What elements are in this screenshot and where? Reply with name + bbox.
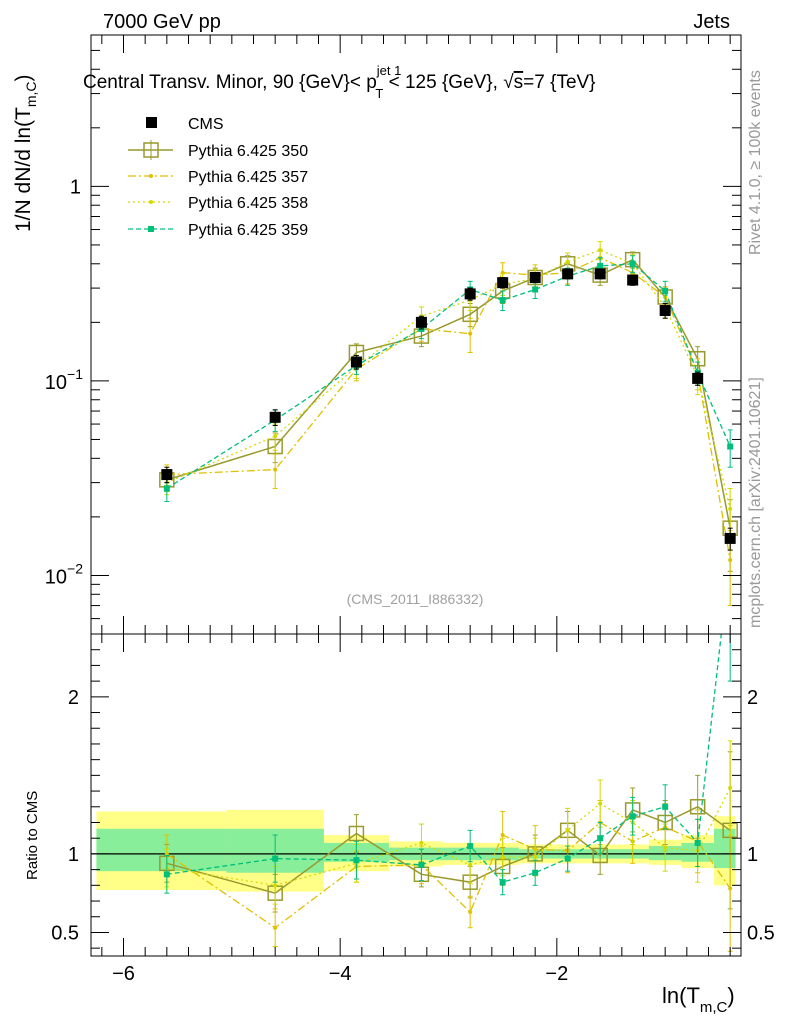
legend-358-label: Pythia 6.425 358 bbox=[188, 195, 308, 212]
main-point-cms bbox=[724, 532, 736, 544]
ratio-ytick-label-left: 1 bbox=[68, 844, 79, 866]
x-axis-label: ln(Tm,C) bbox=[662, 983, 735, 1016]
main-point-p359 bbox=[597, 262, 604, 269]
ratio-point-p359 bbox=[499, 879, 506, 886]
legend: CMS Pythia 6.425 350 Pythia 6.425 357 Py… bbox=[128, 116, 308, 239]
ratio-point-p357 bbox=[273, 925, 278, 930]
process-label: Jets bbox=[693, 11, 730, 33]
legend-350-marker bbox=[143, 142, 159, 158]
ratio-band-inner bbox=[96, 828, 227, 872]
ratio-point-p359 bbox=[532, 869, 539, 876]
main-point-p359 bbox=[499, 297, 506, 304]
ratio-point-p358 bbox=[273, 883, 278, 888]
main-point-cms bbox=[415, 316, 427, 328]
main-point-cms bbox=[529, 272, 541, 284]
main-point-cms bbox=[497, 277, 509, 289]
ratio-point-p358 bbox=[598, 801, 603, 806]
legend-357-label: Pythia 6.425 357 bbox=[188, 169, 308, 186]
ratio-point-p359 bbox=[353, 857, 360, 864]
ratio-frame bbox=[90, 633, 742, 957]
ratio-ytick-label-right: 1 bbox=[747, 844, 758, 866]
rivet-label: Rivet 4.1.0, ≥ 100k events bbox=[747, 70, 764, 255]
ratio-point-p358 bbox=[533, 855, 538, 860]
ratio-point-p350 bbox=[348, 825, 365, 842]
main-point-cms bbox=[464, 288, 476, 300]
analysis-label: (CMS_2011_I886332) bbox=[347, 591, 484, 607]
legend-357-marker bbox=[149, 174, 153, 178]
ratio-point-p357 bbox=[468, 910, 473, 915]
main-series-line-p358 bbox=[166, 249, 731, 509]
energy-label: 7000 GeV pp bbox=[103, 11, 221, 33]
ratio-point-p359 bbox=[418, 861, 425, 868]
main-point-cms bbox=[594, 268, 606, 280]
ratio-ytick-label-left: 2 bbox=[68, 687, 79, 709]
main-point-p357 bbox=[468, 331, 473, 336]
legend-cms-marker bbox=[146, 117, 157, 128]
main-point-cms bbox=[692, 372, 704, 384]
main-series-line-p357 bbox=[166, 256, 731, 561]
ratio-data-area bbox=[91, 634, 741, 952]
ratio-point-p357 bbox=[728, 886, 733, 891]
main-point-p357 bbox=[728, 558, 733, 563]
ratio-point-p359 bbox=[629, 813, 636, 820]
ratio-point-p359 bbox=[272, 855, 279, 862]
ratio-ytick-label-right: 2 bbox=[747, 687, 758, 709]
main-point-p358 bbox=[598, 248, 603, 253]
main-ytick-label: 10−1 bbox=[45, 366, 83, 394]
main-point-p358 bbox=[273, 434, 278, 439]
ratio-ytick-label-right: 0.5 bbox=[747, 922, 775, 944]
ratio-point-p358 bbox=[663, 845, 668, 850]
main-point-cms bbox=[350, 356, 362, 368]
main-point-cms bbox=[161, 469, 173, 481]
x-tick-label: −2 bbox=[545, 963, 568, 985]
main-point-p359 bbox=[163, 485, 170, 492]
main-point-cms bbox=[562, 268, 574, 280]
legend-350-label: Pythia 6.425 350 bbox=[188, 143, 308, 160]
main-point-p357 bbox=[273, 467, 278, 472]
ratio-plot: 0.5 0.5 1 1 2 2 −6 −4 −2 bbox=[51, 633, 775, 985]
main-point-p359 bbox=[662, 287, 669, 294]
main-point-p358 bbox=[565, 259, 570, 264]
ratio-point-p359 bbox=[564, 855, 571, 862]
site-label: mcplots.cern.ch [arXiv:2401.10621] bbox=[747, 377, 764, 628]
ratio-point-p358 bbox=[500, 855, 505, 860]
ratio-point-p358 bbox=[565, 828, 570, 833]
x-tick-label: −4 bbox=[329, 963, 352, 985]
main-data-area bbox=[159, 241, 738, 607]
main-point-p358 bbox=[728, 506, 733, 511]
main-ytick-label: 10−2 bbox=[45, 560, 83, 588]
legend-358-marker bbox=[149, 200, 153, 204]
main-point-cms bbox=[659, 305, 671, 317]
main-point-p359 bbox=[629, 260, 636, 267]
ratio-point-p359 bbox=[163, 871, 170, 878]
ratio-point-p357 bbox=[500, 833, 505, 838]
main-point-cms bbox=[627, 274, 639, 286]
main-series-line-p359 bbox=[166, 263, 731, 490]
main-series-line-p350 bbox=[166, 258, 731, 529]
ratio-point-p359 bbox=[597, 835, 604, 842]
main-ytick-label: 1 bbox=[70, 176, 81, 198]
ratio-point-p359 bbox=[694, 839, 701, 846]
main-point-p359 bbox=[727, 443, 734, 450]
ratio-point-p358 bbox=[468, 862, 473, 867]
ratio-point-p358 bbox=[728, 785, 733, 790]
main-point-p359 bbox=[532, 286, 539, 293]
ratio-ylabel: Ratio to CMS bbox=[24, 791, 41, 880]
ratio-point-p359 bbox=[662, 803, 669, 810]
legend-cms-label: CMS bbox=[188, 116, 224, 133]
main-ylabel: 1/N dN/d ln(Tm,C) bbox=[12, 74, 39, 232]
legend-359-label: Pythia 6.425 359 bbox=[188, 222, 308, 239]
main-point-cms bbox=[269, 411, 281, 423]
main-plot: 10−2 10−1 1 bbox=[45, 34, 742, 635]
x-tick-label: −6 bbox=[112, 963, 135, 985]
ratio-ytick-label-left: 0.5 bbox=[51, 922, 79, 944]
ratio-point-p358 bbox=[419, 840, 424, 845]
legend-359-marker bbox=[148, 226, 154, 232]
ratio-point-p359 bbox=[467, 843, 474, 850]
